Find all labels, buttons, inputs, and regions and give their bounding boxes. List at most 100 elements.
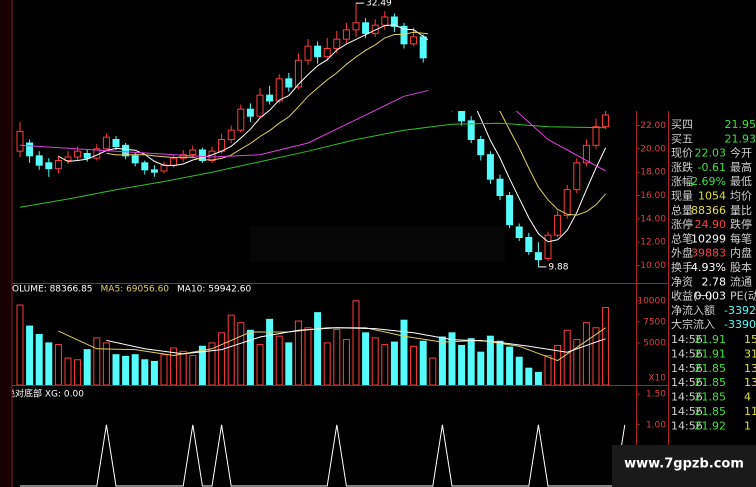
candle-body bbox=[83, 153, 91, 159]
candle-body bbox=[198, 149, 206, 161]
quote-label: 现价 bbox=[671, 147, 693, 160]
volume-bar bbox=[237, 322, 245, 386]
candle-body bbox=[534, 252, 542, 261]
volume-bar bbox=[438, 336, 446, 386]
candle-body bbox=[16, 130, 24, 152]
trade-volume: 4 bbox=[744, 391, 751, 404]
trade-time: 14:56 bbox=[671, 391, 703, 404]
candle-body bbox=[237, 108, 245, 131]
y-tick-label: 12.00 bbox=[640, 238, 666, 248]
quote-tail: 流通 bbox=[730, 274, 752, 288]
candle-body bbox=[122, 144, 130, 157]
quote-value: 4.93% bbox=[691, 261, 726, 274]
candle-body bbox=[112, 139, 120, 147]
volume-bar bbox=[486, 335, 494, 386]
volume-bar bbox=[429, 357, 437, 386]
volume-bar bbox=[342, 339, 350, 386]
trade-volume: 1 bbox=[744, 419, 751, 432]
quote-value: -0.61 bbox=[698, 161, 726, 174]
occluder bbox=[428, 0, 668, 111]
trade-price: 21.85 bbox=[695, 362, 727, 375]
volume-bar bbox=[333, 328, 341, 386]
trade-volume: 139 bbox=[744, 362, 756, 375]
volume-bar bbox=[141, 359, 149, 386]
candle-body bbox=[342, 29, 350, 40]
y-tick-label: 1.50 bbox=[646, 390, 666, 400]
ma-line bbox=[106, 327, 606, 355]
candle-body bbox=[64, 156, 72, 161]
candle-body bbox=[54, 160, 62, 170]
quote-value: 21.93 bbox=[725, 132, 756, 145]
volume-bar bbox=[74, 359, 82, 386]
volume-bar bbox=[246, 329, 254, 386]
quote-label: 外盘 bbox=[671, 246, 693, 260]
quote-value: 21.95 bbox=[725, 118, 756, 131]
volume-bar bbox=[35, 334, 43, 386]
volume-bar bbox=[64, 357, 72, 386]
high-label: 32.49 bbox=[366, 0, 392, 9]
quote-tail: 今开 bbox=[730, 146, 752, 160]
quote-value: 24.90 bbox=[695, 218, 727, 231]
volume-bar bbox=[419, 340, 427, 386]
candle-body bbox=[218, 139, 226, 152]
volume-bar bbox=[525, 367, 533, 386]
quote-value: 2.78 bbox=[702, 275, 727, 288]
legend-entry: VOLUME: 88366.85 bbox=[6, 285, 93, 295]
trade-price: 21.85 bbox=[695, 376, 727, 389]
volume-bar bbox=[189, 355, 197, 386]
trade-volume: 15 bbox=[744, 333, 756, 346]
candle-body bbox=[45, 162, 53, 170]
volume-bar bbox=[582, 322, 590, 386]
volume-bar bbox=[458, 344, 466, 386]
candle-body bbox=[477, 139, 485, 156]
volume-bar bbox=[314, 312, 322, 386]
volume-bar bbox=[218, 332, 226, 386]
volume-bar bbox=[515, 356, 523, 386]
quote-label: 大宗流入 bbox=[671, 317, 715, 331]
volume-bar bbox=[122, 355, 130, 386]
volume-bar bbox=[352, 300, 360, 386]
candle-body bbox=[496, 178, 504, 197]
quote-value: 0.003 bbox=[695, 290, 727, 303]
volume-bar bbox=[83, 349, 91, 386]
candle-body bbox=[102, 136, 110, 150]
volume-bar bbox=[400, 319, 408, 386]
candle-body bbox=[410, 36, 418, 45]
trade-price: 21.85 bbox=[695, 405, 727, 418]
candle-body bbox=[554, 214, 562, 236]
volume-bar bbox=[563, 329, 571, 386]
candle-body bbox=[141, 162, 149, 171]
trade-price: 21.91 bbox=[695, 347, 727, 360]
y-tick-label: 16.00 bbox=[640, 191, 666, 201]
quote-label: 收益(一) bbox=[671, 289, 713, 303]
occluder bbox=[250, 226, 505, 262]
quote-label: 换手 bbox=[671, 260, 693, 274]
candle-body bbox=[515, 226, 523, 238]
candle-body bbox=[189, 149, 197, 156]
candle-body bbox=[525, 237, 533, 252]
trade-price: 21.91 bbox=[695, 333, 727, 346]
volume-bar bbox=[467, 338, 475, 386]
trade-time: 14:56 bbox=[671, 376, 703, 389]
quote-tail: 最低 bbox=[730, 175, 752, 188]
volume-bar bbox=[275, 335, 283, 386]
quote-label: 净流入额 bbox=[671, 303, 715, 317]
candle-body bbox=[285, 78, 293, 88]
quote-value: 22.03 bbox=[695, 147, 727, 160]
volume-bar bbox=[266, 318, 274, 386]
candle-body bbox=[563, 189, 571, 216]
volume-bar bbox=[45, 342, 53, 386]
trade-volume: 31 bbox=[744, 347, 756, 360]
quote-value: -2.69% bbox=[687, 175, 726, 188]
candle-body bbox=[150, 169, 158, 173]
quote-tail: 每笔 bbox=[730, 231, 752, 245]
quote-label: 涨停 bbox=[671, 217, 693, 231]
volume-bar bbox=[179, 350, 187, 386]
quote-label: 涨跌 bbox=[671, 160, 693, 174]
volume-bar bbox=[256, 344, 264, 386]
candle-body bbox=[26, 142, 34, 157]
candle-body bbox=[506, 195, 514, 226]
